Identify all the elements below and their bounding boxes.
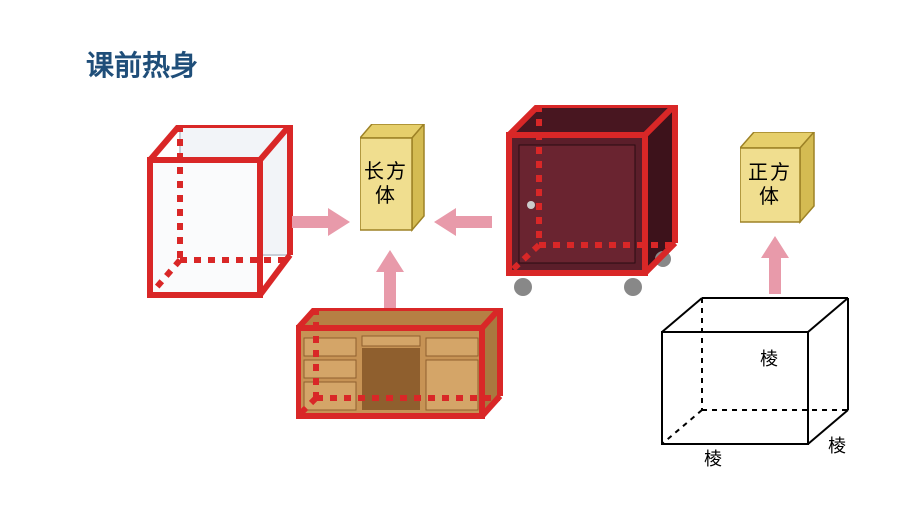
arrow-desk-to-cuboid [376, 248, 404, 313]
edge-label-2: 棱 [704, 445, 722, 471]
edge-label-3-text: 棱 [828, 436, 846, 456]
cube-label-text: 正方体 [740, 161, 800, 209]
cube-label-box: 正方体 [740, 132, 822, 231]
arrow-up-icon-2 [761, 234, 789, 294]
edge-label-3: 棱 [828, 432, 846, 458]
desk-cuboid [296, 308, 506, 441]
cube-label: 正方体 [740, 148, 800, 222]
cabinet-svg [505, 105, 700, 310]
arrow-cubewire-to-cube [761, 234, 789, 299]
title-text: 课前热身 [86, 50, 198, 81]
glass-cuboid [140, 125, 290, 300]
arrow-glass-to-cuboid [292, 208, 352, 241]
cuboid-label-box: 长方体 [360, 124, 432, 239]
edge-label-1-text: 棱 [760, 349, 778, 369]
arrow-cabinet-to-cuboid [432, 208, 492, 241]
desk-svg [296, 308, 506, 436]
page-title: 课前热身 [86, 44, 198, 84]
cabinet-cuboid [505, 105, 700, 315]
edge-label-1: 棱 [760, 345, 778, 371]
cuboid-label: 长方体 [360, 138, 412, 230]
cuboid-label-text: 长方体 [360, 160, 412, 208]
arrow-up-icon [376, 248, 404, 308]
edge-label-2-text: 棱 [704, 449, 722, 469]
arrow-left-icon [432, 208, 492, 236]
arrow-right-icon [292, 208, 352, 236]
